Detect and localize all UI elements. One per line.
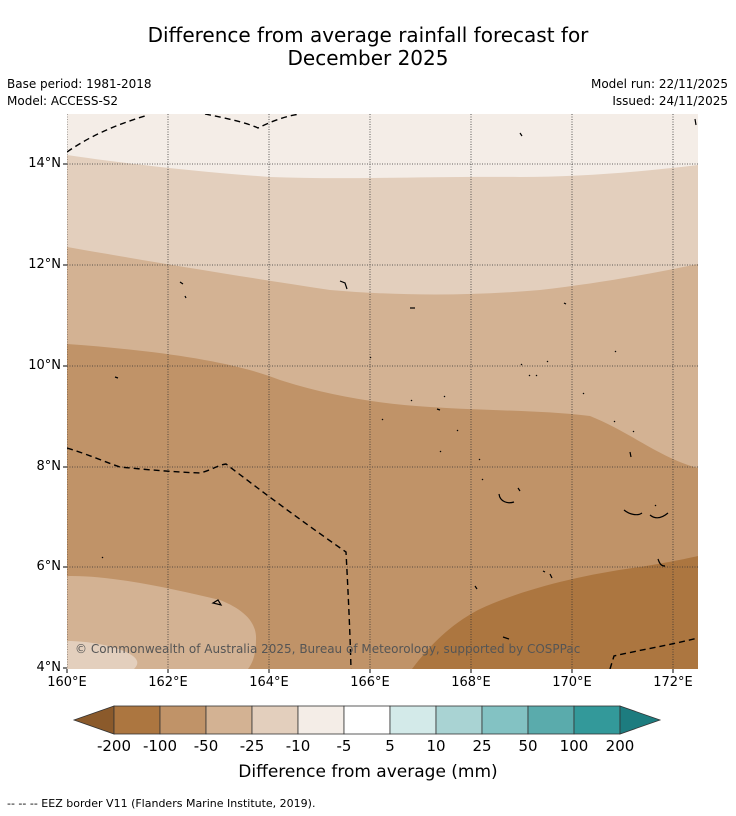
colorbar-extend-high xyxy=(619,705,662,735)
lon-label-166e: 166°E xyxy=(350,675,390,690)
colorbar-tick-label: -25 xyxy=(239,737,265,755)
lon-label-172e: 172°E xyxy=(653,675,693,690)
eez-borders xyxy=(67,114,698,669)
colorbar-swatch xyxy=(205,705,253,735)
colorbar-swatch xyxy=(389,705,437,735)
issued-date: Issued: 24/11/2025 xyxy=(612,94,728,108)
colorbar-swatch xyxy=(343,705,391,735)
lat-label-10n: 10°N xyxy=(28,358,61,373)
lon-label-168e: 168°E xyxy=(451,675,491,690)
colorbar-tick-label: -10 xyxy=(285,737,311,755)
base-period: Base period: 1981-2018 xyxy=(7,77,152,91)
lat-label-8n: 8°N xyxy=(36,459,62,474)
colorbar-tick-label: 5 xyxy=(385,737,395,755)
colorbar-swatch xyxy=(435,705,483,735)
colorbar-swatch xyxy=(297,705,345,735)
lon-label-164e: 164°E xyxy=(249,675,289,690)
colorbar-extend-low xyxy=(72,705,115,735)
lat-label-6n: 6°N xyxy=(36,559,62,574)
colorbar-swatch xyxy=(527,705,575,735)
map-title-line1: Difference from average rainfall forecas… xyxy=(147,23,589,47)
contour-minus10-patch xyxy=(67,641,138,669)
lon-label-170e: 170°E xyxy=(552,675,592,690)
colorbar-tick-label: 100 xyxy=(559,737,589,755)
colorbar-swatch xyxy=(159,705,207,735)
eez-footnote: -- -- -- EEZ border V11 (Flanders Marine… xyxy=(7,797,316,810)
lon-label-162e: 162°E xyxy=(148,675,188,690)
lat-label-4n: 4°N xyxy=(36,660,62,675)
colorbar-tick-label: 10 xyxy=(426,737,446,755)
model-name: Model: ACCESS-S2 xyxy=(7,94,119,108)
islands xyxy=(101,118,697,640)
model-run: Model run: 22/11/2025 xyxy=(590,77,728,91)
colorbar-swatch xyxy=(113,705,161,735)
copyright-notice: © Commonwealth of Australia 2025, Bureau… xyxy=(75,642,580,656)
contour-minus100 xyxy=(412,556,698,669)
colorbar-tick-label: 200 xyxy=(605,737,635,755)
lon-label-160e: 160°E xyxy=(47,675,87,690)
graticule xyxy=(67,114,698,669)
colorbar-tick-label: -50 xyxy=(193,737,219,755)
map-title-line2: December 2025 xyxy=(287,46,449,70)
colorbar-swatch xyxy=(251,705,299,735)
colorbar-tick-label: -100 xyxy=(142,737,178,755)
lat-label-14n: 14°N xyxy=(28,156,61,171)
colorbar-tick-label: 50 xyxy=(518,737,538,755)
colorbar-swatch xyxy=(573,705,621,735)
colorbar-tick-label: 25 xyxy=(472,737,492,755)
colorbar-title: Difference from average (mm) xyxy=(238,762,498,782)
colorbar-swatch xyxy=(481,705,529,735)
contour-minus25-patch xyxy=(67,575,257,669)
colorbar-tick-label: -5 xyxy=(336,737,352,755)
lat-label-12n: 12°N xyxy=(28,257,61,272)
colorbar-tick-label: -200 xyxy=(96,737,132,755)
axis-ticks xyxy=(63,163,674,673)
